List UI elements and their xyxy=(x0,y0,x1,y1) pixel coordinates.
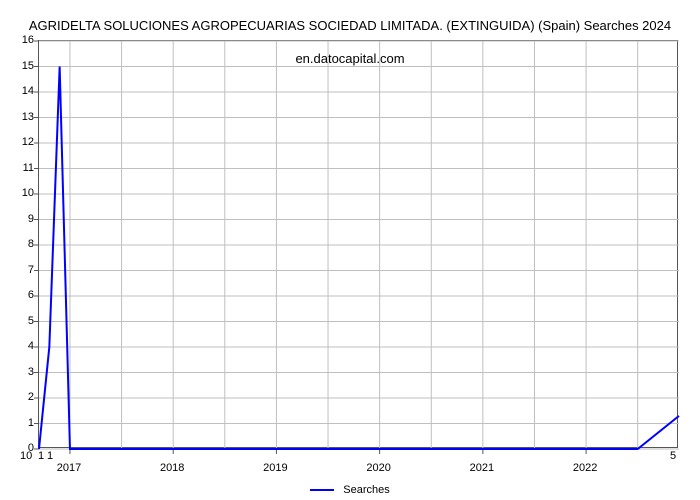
x-tick-label: 2020 xyxy=(366,462,390,474)
x-tick-label: 2018 xyxy=(160,462,184,474)
y-tick-label: 13 xyxy=(22,111,34,123)
y-tick-label: 12 xyxy=(22,136,34,148)
y-tick-label: 10 xyxy=(22,187,34,199)
data-line xyxy=(39,41,677,447)
y-tick-label: 8 xyxy=(28,238,34,250)
edge-number: 10 xyxy=(20,450,32,462)
legend-label: Searches xyxy=(343,484,389,496)
y-tick-label: 1 xyxy=(28,417,34,429)
x-tick-label: 2017 xyxy=(57,462,81,474)
y-tick-label: 14 xyxy=(22,85,34,97)
y-tick-label: 4 xyxy=(28,340,34,352)
y-tick-label: 2 xyxy=(28,391,34,403)
y-tick-label: 15 xyxy=(22,60,34,72)
x-tick-label: 2022 xyxy=(573,462,597,474)
y-tick-label: 7 xyxy=(28,264,34,276)
y-tick-label: 5 xyxy=(28,315,34,327)
y-tick-label: 9 xyxy=(28,213,34,225)
edge-number: 5 xyxy=(670,450,676,462)
y-tick-label: 3 xyxy=(28,366,34,378)
y-tick-label: 16 xyxy=(22,34,34,46)
x-tick-label: 2019 xyxy=(263,462,287,474)
y-tick-label: 11 xyxy=(23,162,34,174)
legend-swatch xyxy=(310,489,334,491)
edge-number: 1 xyxy=(47,450,53,462)
plot-area xyxy=(38,40,678,448)
y-tick-label: 6 xyxy=(28,289,34,301)
x-tick-label: 2021 xyxy=(470,462,494,474)
edge-number: 1 xyxy=(38,450,44,462)
legend: Searches xyxy=(0,484,700,496)
